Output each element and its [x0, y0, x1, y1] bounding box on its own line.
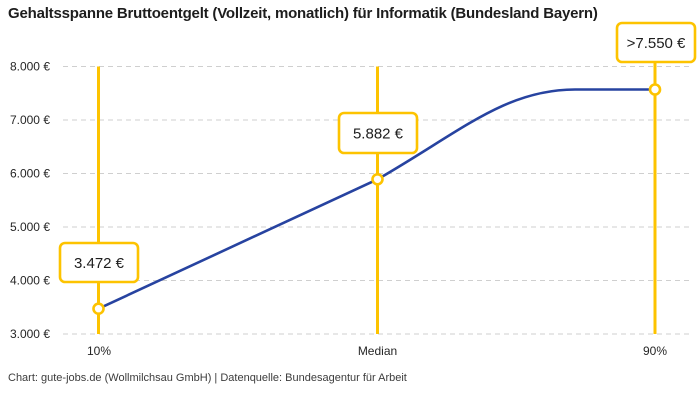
data-point-markers	[92, 83, 662, 316]
y-tick-label: 7.000 €	[10, 113, 50, 127]
value-box-90-percent	[615, 21, 697, 64]
x-axis-labels: 10% Median 90%	[87, 344, 667, 358]
value-box-median	[337, 111, 419, 155]
chart-title: Gehaltsspanne Bruttoentgelt (Vollzeit, m…	[8, 5, 598, 22]
x-tick-label-10-percent: 10%	[87, 344, 111, 358]
attribution-footer: Chart: gute-jobs.de (Wollmilchsau GmbH) …	[8, 372, 407, 384]
value-labels: 3.472 € 5.882 € >7.550 €	[58, 21, 697, 284]
x-tick-label-90-percent: 90%	[643, 344, 667, 358]
value-label-10-percent: 3.472 €	[74, 255, 125, 272]
y-tick-label: 3.000 €	[10, 327, 50, 341]
y-tick-label: 5.000 €	[10, 220, 50, 234]
x-tick-label-median: Median	[358, 344, 397, 358]
y-tick-label: 8.000 €	[10, 60, 50, 74]
data-point-90-percent	[648, 83, 662, 96]
salary-curve	[97, 88, 657, 310]
value-box-10-percent	[58, 241, 140, 284]
value-label-median: 5.882 €	[353, 126, 404, 143]
percentile-lines	[97, 62, 657, 334]
data-point-median	[371, 173, 384, 186]
y-tick-label: 6.000 €	[10, 167, 50, 181]
y-tick-label: 4.000 €	[10, 274, 50, 288]
value-label-90-percent: >7.550 €	[627, 35, 686, 52]
data-point-10-percent	[92, 302, 105, 316]
y-axis-labels: 8.000 € 7.000 € 6.000 € 5.000 € 4.000 € …	[10, 60, 50, 342]
